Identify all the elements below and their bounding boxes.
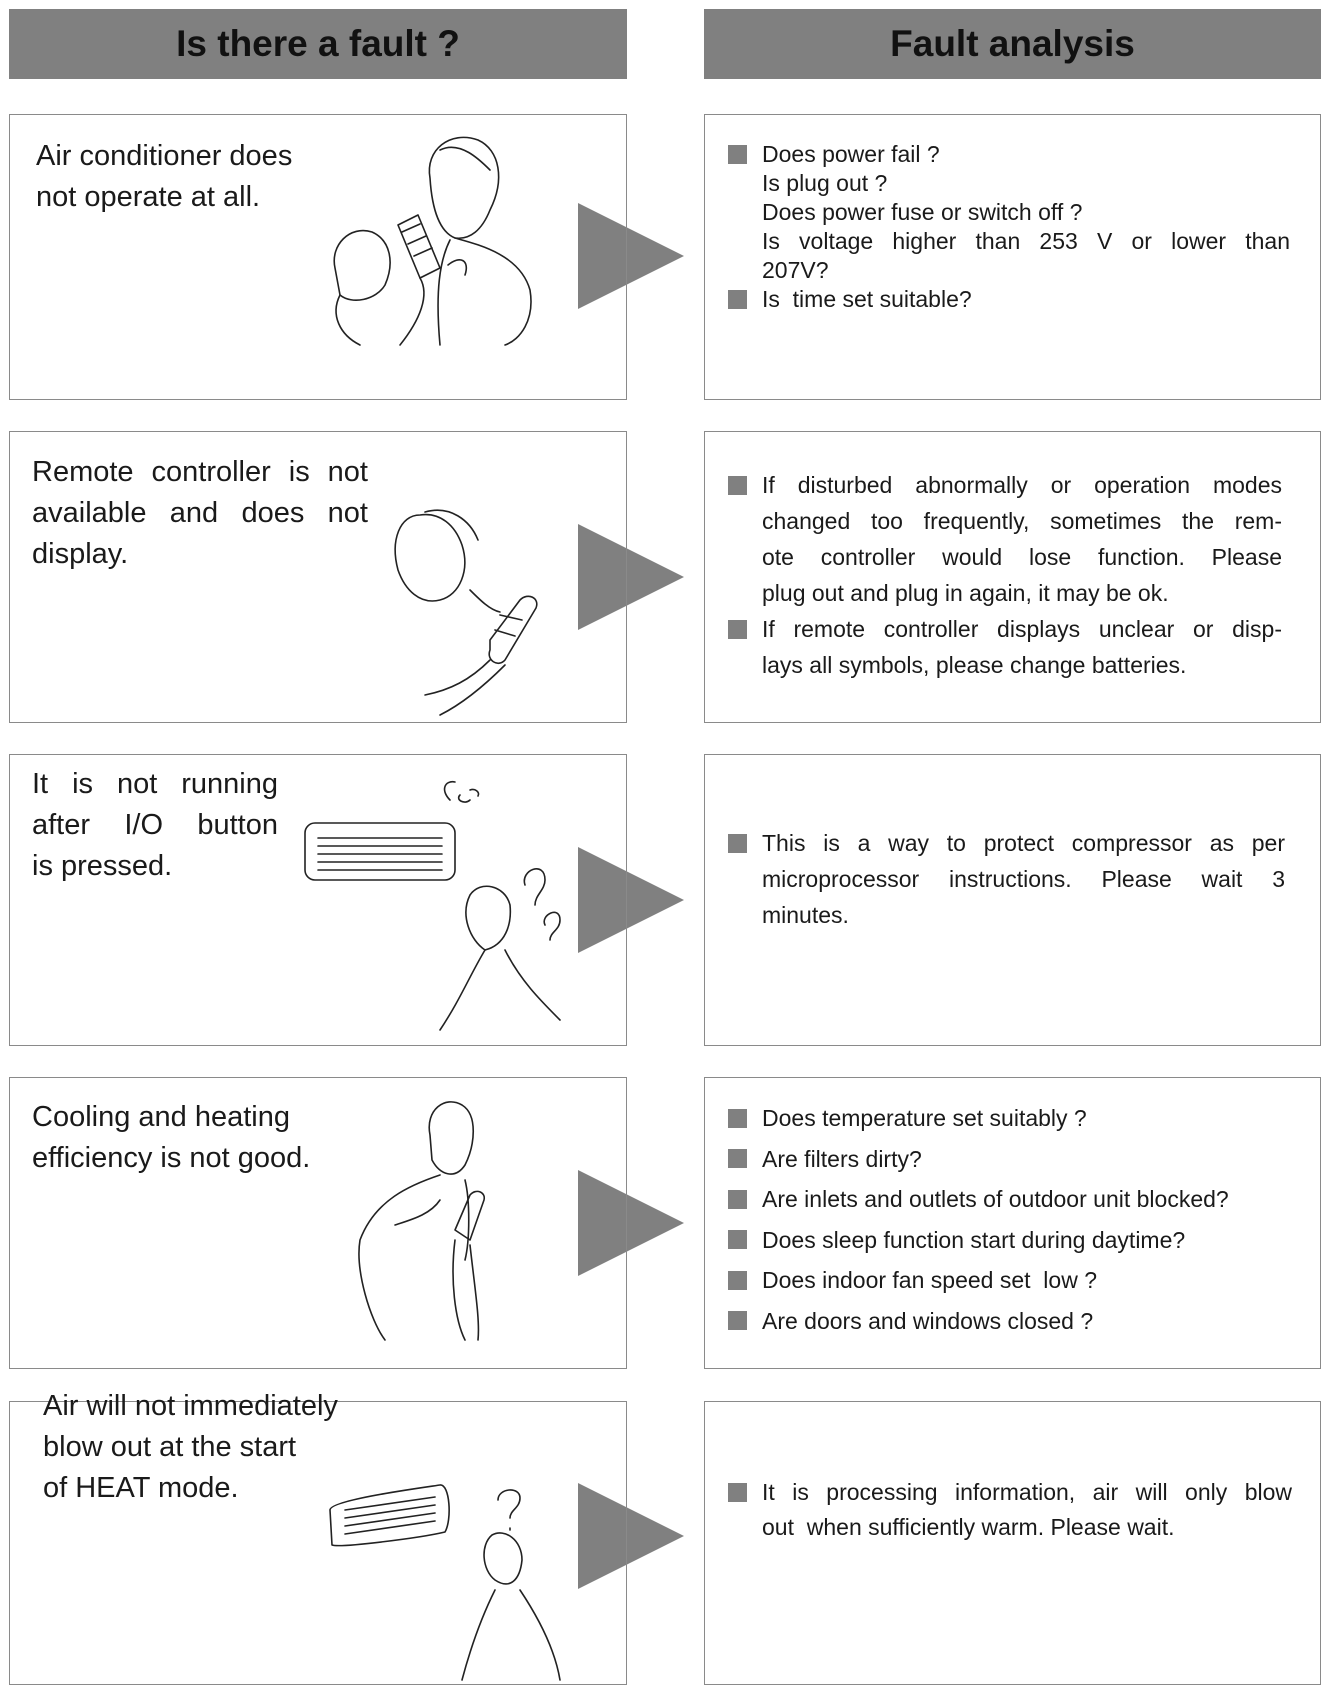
analysis-line: Does indoor fan speed set low ? xyxy=(762,1267,1097,1293)
analysis-line: 207V? xyxy=(762,257,829,283)
problem-line: blow out at the start xyxy=(43,1431,297,1463)
problem-line: of HEAT mode. xyxy=(43,1472,239,1504)
illustration-thinking xyxy=(358,1101,486,1341)
arrow xyxy=(578,847,684,953)
analysis-line: If disturbed abnormally or operation mod… xyxy=(762,472,1282,498)
problem-line: Remote controller is not xyxy=(32,456,368,488)
bullet xyxy=(728,1108,747,1128)
problem-text: Cooling and heating efficiency is not goo… xyxy=(32,1097,310,1179)
analysis-line: It is processing information, air will o… xyxy=(762,1479,1292,1505)
header-left: Is there a fault ? xyxy=(9,9,627,79)
bullet xyxy=(728,1270,747,1290)
analysis-line: Does power fuse or switch off ? xyxy=(762,199,1083,225)
analysis-box xyxy=(704,754,1321,1046)
bullet xyxy=(728,1149,747,1169)
analysis-line: Is voltage higher than 253 V or lower th… xyxy=(762,228,1290,254)
analysis-line: Does power fail ? xyxy=(762,141,940,167)
bullet xyxy=(728,475,747,495)
analysis-line: This is a way to protect compressor as p… xyxy=(762,830,1285,856)
problem-box xyxy=(9,1077,627,1369)
problem-text: Air conditioner does not operate at all. xyxy=(36,136,292,218)
bullet xyxy=(728,145,747,164)
bullet xyxy=(728,619,747,639)
problem-line: after I/O button xyxy=(32,809,278,841)
illustration-ac-wait xyxy=(304,780,561,1031)
analysis-line: ote controller would lose function. Plea… xyxy=(762,544,1282,570)
analysis-line: Are filters dirty? xyxy=(762,1145,922,1172)
problem-line: Air will not immediately xyxy=(43,1390,338,1422)
problem-text: It is not running after I/O button is pres… xyxy=(32,764,278,887)
problem-line: Air conditioner does xyxy=(36,140,293,172)
header-right: Fault analysis xyxy=(704,9,1321,79)
problem-line: is pressed. xyxy=(32,850,173,882)
bullet xyxy=(728,1189,747,1209)
analysis-line: out when sufficiently warm. Please wait. xyxy=(762,1514,1175,1540)
analysis-line: Does sleep function start during daytime… xyxy=(762,1226,1186,1253)
bullet xyxy=(728,1311,747,1331)
analysis-line: microprocessor instructions. Please wait… xyxy=(762,866,1285,892)
analysis-line: plug out and plug in again, it may be ok… xyxy=(762,580,1169,606)
bullet xyxy=(728,1230,747,1250)
problem-text: Remote controller is not available and do… xyxy=(32,452,368,575)
illustration-people xyxy=(333,136,532,346)
problem-line: Cooling and heating xyxy=(32,1101,290,1133)
analysis-line: Are inlets and outlets of outdoor unit b… xyxy=(762,1186,1229,1212)
analysis-box xyxy=(704,431,1321,723)
analysis-line: Is time set suitable? xyxy=(762,286,972,312)
analysis-line: Is plug out ? xyxy=(762,170,888,196)
arrow xyxy=(578,1170,684,1276)
problem-line: It is not running xyxy=(32,768,278,800)
bullet xyxy=(728,833,747,853)
problem-line: efficiency is not good. xyxy=(32,1142,311,1174)
analysis-line: Are doors and windows closed ? xyxy=(762,1307,1094,1334)
problem-line: available and does not xyxy=(32,497,368,529)
problem-box xyxy=(9,431,627,723)
arrows xyxy=(578,203,684,1589)
bullet xyxy=(728,1483,747,1502)
problem-box xyxy=(9,754,627,1046)
arrow xyxy=(578,203,684,309)
analysis-line: changed too frequently, sometimes the re… xyxy=(762,508,1282,534)
analysis-line: Does temperature set suitably ? xyxy=(762,1105,1087,1131)
illustration-remote xyxy=(394,509,538,716)
arrow xyxy=(578,1483,684,1589)
analysis-line: lays all symbols, please change batterie… xyxy=(762,652,1187,678)
problem-text: Air will not immediately blow out at the … xyxy=(43,1386,338,1509)
arrow xyxy=(578,524,684,630)
problem-box xyxy=(9,114,627,400)
analysis-box xyxy=(704,114,1321,400)
analysis-box xyxy=(704,1077,1321,1369)
illustration-ac-heat xyxy=(329,1484,561,1681)
analysis-line: If remote controller displays unclear or… xyxy=(762,616,1282,642)
analysis-line: minutes. xyxy=(762,902,849,928)
bullet xyxy=(728,290,747,309)
problem-line: display. xyxy=(32,538,129,570)
problem-line: not operate at all. xyxy=(36,181,261,213)
